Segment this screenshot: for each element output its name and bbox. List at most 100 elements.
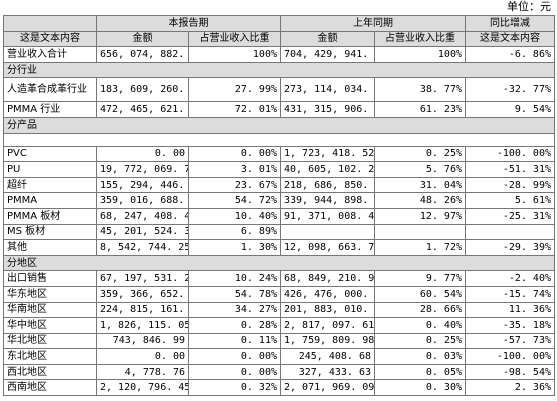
prev-ratio: 5. 76%	[374, 161, 466, 178]
yoy-change: -100. 00%	[465, 145, 555, 163]
prev-ratio: 0. 40%	[374, 317, 466, 334]
prev-amount: 1, 723, 418. 52	[280, 145, 375, 163]
prev-amount: 2, 817, 097. 61	[280, 317, 375, 334]
prev-ratio: 28. 66%	[374, 301, 466, 319]
row-label: 其他	[3, 239, 97, 256]
prev-amount: 327, 433. 63	[280, 363, 375, 381]
section-industry-label: 分行业	[3, 61, 555, 79]
prev-ratio: 0. 03%	[374, 348, 466, 365]
header-current-period: 本报告期	[96, 15, 281, 32]
cur-ratio: 3. 01%	[188, 161, 281, 178]
row-label: 华中地区	[3, 317, 97, 334]
header-prev-amount: 金额	[280, 30, 375, 48]
product-spacer	[3, 132, 555, 147]
cur-ratio: 0. 00%	[188, 363, 281, 381]
section-product-label: 分产品	[3, 116, 555, 134]
prev-ratio: 0. 30%	[374, 379, 466, 397]
cur-ratio: 0. 32%	[188, 379, 281, 397]
cur-ratio: 10. 40%	[188, 207, 281, 225]
row-label: 人造革合成革行业	[3, 77, 97, 103]
cur-amount: 155, 294, 446. 54	[96, 176, 189, 194]
yoy-change: -51. 31%	[465, 161, 555, 178]
prev-amount	[280, 223, 375, 241]
header-yoy: 同比增减	[465, 15, 555, 32]
header-cur-ratio: 占营业收入比重	[188, 30, 281, 48]
section-region-label: 分地区	[3, 254, 555, 272]
cur-amount: 224, 815, 161. 59	[96, 301, 189, 319]
cur-amount: 67, 197, 531. 25	[96, 270, 189, 287]
table-row: 东北地区 0. 00 0. 00% 245, 408. 68 0. 03% -100. 0…	[3, 348, 555, 365]
section-region: 分地区	[3, 254, 555, 272]
prev-ratio: 31. 04%	[374, 176, 466, 194]
yoy-change: 9. 54%	[465, 101, 555, 118]
yoy-change: 5. 61%	[465, 192, 555, 209]
prev-amount: 245, 408. 68	[280, 348, 375, 365]
yoy-change: -2. 40%	[465, 270, 555, 287]
header-cur-amount: 金额	[96, 30, 189, 48]
table-row: 华北地区 743, 846. 99 0. 11% 1, 759, 809. 98 0. …	[3, 332, 555, 350]
cur-ratio: 0. 28%	[188, 317, 281, 334]
total-cur-ratio: 100%	[188, 46, 281, 63]
yoy-change: -29. 39%	[465, 239, 555, 256]
cur-amount: 2, 120, 796. 45	[96, 379, 189, 397]
header-row-label: 这是文本内容	[3, 30, 97, 48]
header-row-1: 本报告期 上年同期 同比增减	[3, 15, 555, 32]
revenue-table: 本报告期 上年同期 同比增减 这是文本内容 金额 占营业收入比重 金额 占营业收…	[3, 15, 555, 397]
header-yoy-sub: 这是文本内容	[465, 30, 555, 48]
table-row: 西南地区 2, 120, 796. 45 0. 32% 2, 071, 969. 09…	[3, 379, 555, 397]
table-row: PU 19, 772, 069. 72 3. 01% 40, 605, 102. 26…	[3, 161, 555, 178]
row-label: PMMA 板材	[3, 207, 97, 225]
yoy-change: -15. 74%	[465, 285, 555, 303]
prev-amount: 273, 114, 034. 59	[280, 77, 375, 103]
prev-ratio	[374, 223, 466, 241]
prev-amount: 431, 315, 906. 81	[280, 101, 375, 118]
cur-amount: 0. 00	[96, 145, 189, 163]
cur-ratio: 34. 27%	[188, 301, 281, 319]
total-cur-amount: 656, 074, 882. 29	[96, 46, 189, 63]
yoy-change: -35. 18%	[465, 317, 555, 334]
cur-ratio: 54. 72%	[188, 192, 281, 209]
row-label: 华北地区	[3, 332, 97, 350]
row-label: 华东地区	[3, 285, 97, 303]
header-prior-period: 上年同期	[280, 15, 466, 32]
table-row: PVC 0. 00 0. 00% 1, 723, 418. 52 0. 25% -100.…	[3, 145, 555, 163]
prev-amount: 426, 476, 000. 67	[280, 285, 375, 303]
cur-amount: 743, 846. 99	[96, 332, 189, 350]
row-label: PMMA 行业	[3, 101, 97, 118]
row-label: PMMA	[3, 192, 97, 209]
row-label: MS 板材	[3, 223, 97, 241]
row-label: PU	[3, 161, 97, 178]
prev-ratio: 0. 25%	[374, 145, 466, 163]
prev-amount: 201, 883, 010. 83	[280, 301, 375, 319]
yoy-change: -57. 73%	[465, 332, 555, 350]
table-row: 出口销售 67, 197, 531. 25 10. 24% 68, 849, 210.…	[3, 270, 555, 287]
row-label: 超纤	[3, 176, 97, 194]
yoy-change: -25. 31%	[465, 207, 555, 225]
table-row: 华中地区 1, 826, 115. 05 0. 28% 2, 817, 097. 61…	[3, 317, 555, 334]
yoy-change: 11. 36%	[465, 301, 555, 319]
row-label: 华南地区	[3, 301, 97, 319]
row-label: PVC	[3, 145, 97, 163]
yoy-change: -32. 77%	[465, 77, 555, 103]
cur-amount: 472, 465, 621. 78	[96, 101, 189, 118]
yoy-change	[465, 223, 555, 241]
prev-amount: 91, 371, 008. 47	[280, 207, 375, 225]
total-yoy: -6. 86%	[465, 46, 555, 63]
cur-ratio: 0. 00%	[188, 348, 281, 365]
cur-ratio: 0. 00%	[188, 145, 281, 163]
total-label: 营业收入合计	[3, 46, 97, 63]
cur-ratio: 6. 89%	[188, 223, 281, 241]
prev-amount: 218, 686, 850. 07	[280, 176, 375, 194]
prev-amount: 68, 849, 210. 91	[280, 270, 375, 287]
row-label: 东北地区	[3, 348, 97, 365]
prev-ratio: 12. 97%	[374, 207, 466, 225]
prev-amount: 1, 759, 809. 98	[280, 332, 375, 350]
prev-amount: 339, 944, 898. 34	[280, 192, 375, 209]
header-prev-ratio: 占营业收入比重	[374, 30, 466, 48]
total-prev-amount: 704, 429, 941. 40	[280, 46, 375, 63]
unit-label: 单位：元	[507, 0, 551, 13]
table-row: 西北地区 4, 778. 76 0. 00% 327, 433. 63 0. 05% -9…	[3, 363, 555, 381]
row-label: 出口销售	[3, 270, 97, 287]
